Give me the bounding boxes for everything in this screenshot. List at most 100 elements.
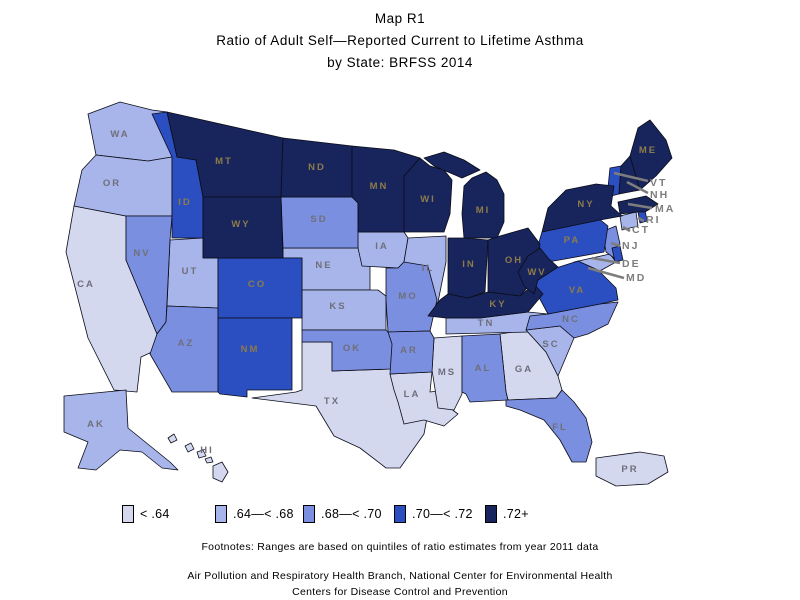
callout-line-RI <box>637 216 645 223</box>
callout-line-NJ <box>610 241 621 248</box>
state-label-NV: NV <box>133 248 150 259</box>
state-AR <box>387 330 435 375</box>
state-label-MD: MD <box>626 272 646 284</box>
state-label-TN: TN <box>478 318 495 329</box>
state-label-VT: VT <box>650 177 667 189</box>
state-label-OH: OH <box>505 255 523 266</box>
state-label-RI: RI <box>646 214 661 226</box>
state-DE <box>611 245 624 263</box>
figure-title: Map R1 Ratio of Adult Self—Reported Curr… <box>0 8 800 74</box>
state-WV <box>517 247 559 295</box>
state-label-MI: MI <box>476 205 491 216</box>
state-label-DE: DE <box>622 258 641 270</box>
callout-line-VT <box>613 171 649 183</box>
state-label-IN: IN <box>462 259 476 270</box>
state-VA <box>533 260 619 315</box>
state-MI <box>423 151 481 179</box>
state-label-AK: AK <box>87 419 105 430</box>
callout-line-NH <box>626 180 649 195</box>
state-label-MN: MN <box>370 181 389 192</box>
state-label-AR: AR <box>400 345 418 356</box>
legend-swatch-5 <box>485 505 497 523</box>
state-label-WA: WA <box>110 129 129 140</box>
state-WA <box>87 101 173 162</box>
state-label-GA: GA <box>515 364 533 375</box>
state-label-WI: WI <box>420 194 436 205</box>
state-label-PR: PR <box>621 464 638 475</box>
state-label-MO: MO <box>398 291 417 302</box>
source-text: Air Pollution and Respiratory Health Bra… <box>0 568 800 600</box>
footnote: Footnotes: Ranges are based on quintiles… <box>201 541 599 553</box>
state-label-NM: NM <box>241 344 260 355</box>
state-label-NC: NC <box>562 314 580 325</box>
state-label-CT: CT <box>632 224 650 236</box>
state-label-UT: UT <box>182 266 199 277</box>
state-label-TX: TX <box>324 396 340 407</box>
state-label-MS: MS <box>438 367 456 378</box>
state-label-CA: CA <box>77 279 95 290</box>
state-HI <box>184 442 195 453</box>
state-label-MA: MA <box>655 203 675 215</box>
state-label-NE: NE <box>315 260 332 271</box>
legend-swatch-3 <box>303 505 315 523</box>
callout-line-DE <box>591 256 621 265</box>
state-FL <box>505 389 593 463</box>
legend-swatch-2 <box>215 505 227 523</box>
state-label-LA: LA <box>404 389 421 400</box>
state-label-WV: WV <box>527 267 546 278</box>
state-label-OR: OR <box>103 178 121 189</box>
state-label-MT: MT <box>215 156 233 167</box>
legend-item-2: .64—< .68 <box>215 505 294 523</box>
legend-item-3: .68—< .70 <box>303 505 382 523</box>
state-label-SC: SC <box>542 339 559 350</box>
callout-line-MD <box>587 266 625 280</box>
state-KY <box>427 283 544 319</box>
state-label-NY: NY <box>577 199 594 210</box>
legend-swatch-4 <box>394 505 406 523</box>
source-line-2: Centers for Disease Control and Preventi… <box>292 586 508 598</box>
state-label-VA: VA <box>569 285 586 296</box>
state-ME <box>629 119 673 191</box>
state-WI <box>403 157 453 233</box>
legend-item-1: < .64 <box>122 505 170 523</box>
state-label-PA: PA <box>564 235 581 246</box>
title-line-3: by State: BRFSS 2014 <box>327 55 473 70</box>
state-label-AZ: AZ <box>178 338 195 349</box>
state-NY <box>541 183 623 233</box>
state-AL <box>461 333 509 403</box>
state-label-IL: IL <box>422 263 434 274</box>
legend-label-5: .72+ <box>503 507 529 521</box>
title-line-2: Ratio of Adult Self—Reported Current to … <box>216 33 584 48</box>
state-HI <box>196 449 207 459</box>
state-label-HI: HI <box>200 445 214 456</box>
state-HI <box>212 461 229 483</box>
state-WY <box>202 196 284 259</box>
state-KS <box>301 289 387 331</box>
state-label-NH: NH <box>650 189 669 201</box>
state-label-ME: ME <box>639 145 657 156</box>
state-OR <box>73 154 173 217</box>
legend-label-3: .68—< .70 <box>321 507 382 521</box>
state-PR <box>595 451 669 487</box>
state-CT <box>619 211 639 231</box>
state-label-ND: ND <box>308 162 326 173</box>
state-label-NJ: NJ <box>622 240 639 252</box>
state-label-ID: ID <box>178 197 192 208</box>
legend-label-1: < .64 <box>140 507 170 521</box>
legend-swatch-1 <box>122 505 134 523</box>
state-NM <box>217 317 293 398</box>
state-label-AL: AL <box>475 363 492 374</box>
state-label-KS: KS <box>329 301 346 312</box>
callout-line-CT <box>622 225 631 233</box>
state-HI <box>204 456 214 464</box>
state-HI <box>167 433 178 444</box>
state-label-OK: OK <box>343 343 361 354</box>
state-label-IA: IA <box>375 241 389 252</box>
legend-label-2: .64—< .68 <box>233 507 294 521</box>
legend-item-4: .70—< .72 <box>394 505 473 523</box>
source-line-1: Air Pollution and Respiratory Health Bra… <box>187 570 613 582</box>
state-AK <box>63 389 179 471</box>
state-label-WY: WY <box>231 219 250 230</box>
